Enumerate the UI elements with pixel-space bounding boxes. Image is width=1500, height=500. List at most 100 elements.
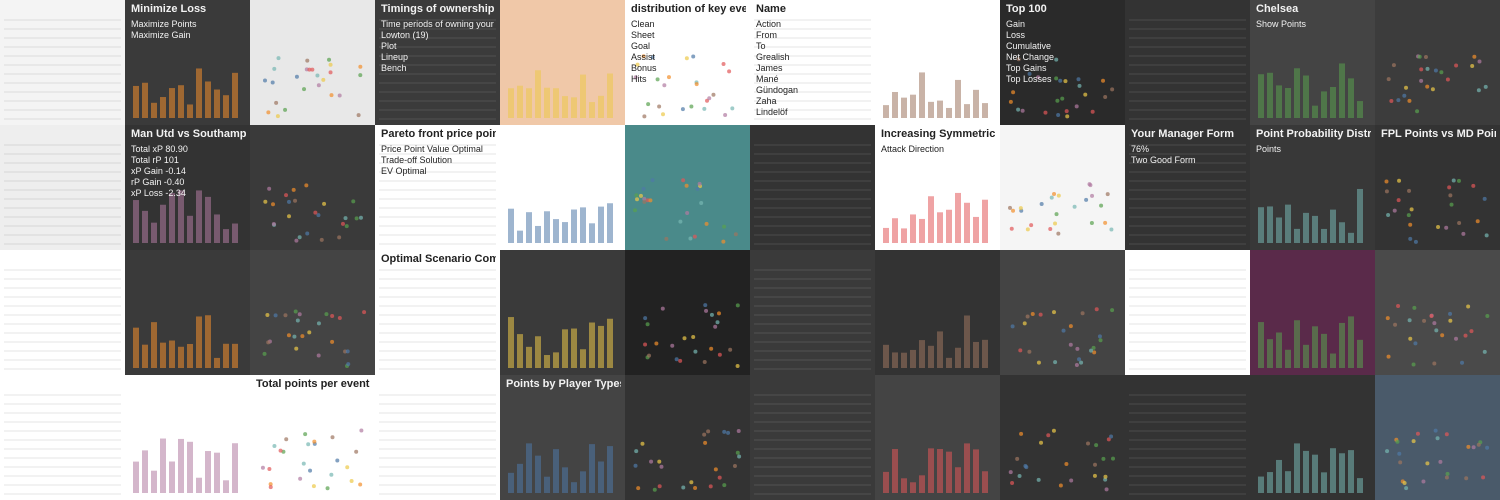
decor-bar xyxy=(142,210,148,243)
decor-bar xyxy=(535,225,541,243)
thumbnail xyxy=(125,375,250,500)
decor-bar xyxy=(1258,322,1264,368)
decor-bar xyxy=(964,315,970,368)
decor-dot xyxy=(643,342,648,347)
decor-bar xyxy=(169,88,175,118)
tile-title: Timings of ownership xyxy=(381,4,495,15)
decor-bar xyxy=(1357,101,1363,118)
decor-dot xyxy=(1056,193,1061,198)
decor-dot xyxy=(268,485,273,490)
decor-bar xyxy=(937,100,943,118)
thumbnail-decor xyxy=(1258,188,1363,243)
decor-dot xyxy=(736,428,741,433)
decor-dot xyxy=(641,186,646,191)
decor-dot xyxy=(684,183,689,188)
decor-dot xyxy=(697,181,702,186)
decor-dot xyxy=(1046,433,1051,438)
thumbnail xyxy=(250,125,375,250)
decor-bar xyxy=(1357,188,1363,243)
decor-bar xyxy=(919,340,925,368)
decor-dot xyxy=(681,178,686,183)
decor-dot xyxy=(1413,341,1418,346)
decor-dot xyxy=(737,454,742,459)
decor-bar xyxy=(964,202,970,243)
decor-bar xyxy=(160,204,166,243)
decor-dot xyxy=(1471,445,1476,450)
thumbnail: Pareto front price point experiment Price… xyxy=(375,125,500,250)
decor-dot xyxy=(646,102,651,107)
decor-dot xyxy=(292,334,297,339)
decor-dot xyxy=(1056,112,1061,117)
decor-dot xyxy=(1444,225,1449,230)
decor-bar xyxy=(1330,448,1336,493)
decor-bar xyxy=(928,345,934,368)
decor-dot xyxy=(1029,223,1034,228)
decor-dot xyxy=(1407,188,1412,193)
thumbnail xyxy=(1250,250,1375,375)
decor-bar xyxy=(607,446,613,493)
thumbnail-decor xyxy=(643,303,740,368)
tile-text: Price Point Value Optimal xyxy=(381,144,483,154)
thumbnail: Minimize Loss Maximize Points Maximize Gai… xyxy=(125,0,250,125)
decor-dot xyxy=(354,449,359,454)
decor-dot xyxy=(1079,360,1084,365)
thumbnail-decor xyxy=(1385,303,1490,367)
decor-dot xyxy=(1049,195,1054,200)
tile-text: Lowton (19) xyxy=(381,30,429,40)
decor-bar xyxy=(526,88,532,118)
decor-dot xyxy=(1413,239,1418,244)
decor-bar xyxy=(1339,453,1345,493)
tile-title: Increasing Symmetric Model xyxy=(881,129,996,140)
decor-bar xyxy=(571,482,577,493)
decor-dot xyxy=(1386,354,1391,359)
decor-bar xyxy=(151,222,157,243)
tile-title: Optimal Scenario Comparison xyxy=(381,254,496,265)
decor-dot xyxy=(723,113,728,118)
decor-bar xyxy=(178,346,184,368)
decor-dot xyxy=(689,480,694,485)
decor-dot xyxy=(1482,349,1487,354)
decor-bar xyxy=(553,219,559,243)
decor-dot xyxy=(1091,345,1096,350)
thumbnail-decor xyxy=(133,68,238,118)
thumbnail xyxy=(125,250,250,375)
decor-dot xyxy=(1077,357,1082,362)
tile-text: Two Good Form xyxy=(1131,155,1196,165)
decor-dot xyxy=(302,87,307,92)
decor-bar xyxy=(553,449,559,493)
decor-dot xyxy=(322,201,327,206)
decor-dot xyxy=(709,312,714,317)
thumbnail-decor xyxy=(1008,57,1115,119)
decor-dot xyxy=(284,193,289,198)
decor-dot xyxy=(1080,311,1085,316)
decor-bar xyxy=(901,97,907,118)
tile-text: Lindelöf xyxy=(756,107,788,117)
decor-dot xyxy=(1436,225,1441,230)
decor-dot xyxy=(315,73,320,78)
decor-bar xyxy=(1312,454,1318,493)
decor-dot xyxy=(722,224,727,229)
decor-bar xyxy=(562,467,568,493)
decor-dot xyxy=(1061,328,1066,333)
decor-dot xyxy=(657,104,662,109)
decor-bar xyxy=(1285,204,1291,243)
decor-bar xyxy=(1330,353,1336,368)
decor-bar xyxy=(1303,344,1309,368)
decor-dot xyxy=(1094,307,1099,312)
thumbnail: FPL Points vs MD Points xyxy=(1375,125,1500,250)
decor-dot xyxy=(303,432,308,437)
decor-bar xyxy=(580,349,586,368)
decor-dot xyxy=(722,483,727,488)
decor-bar xyxy=(883,227,889,243)
decor-bar xyxy=(1294,320,1300,368)
tile-text: James xyxy=(756,63,783,73)
decor-bar xyxy=(919,475,925,493)
thumbnail-decor xyxy=(1129,19,1246,120)
thumbnail xyxy=(0,250,125,375)
decor-bar xyxy=(598,461,604,493)
decor-bar xyxy=(1321,91,1327,118)
decor-bar xyxy=(571,328,577,368)
decor-dot xyxy=(1435,436,1440,441)
decor-bar xyxy=(1303,450,1309,493)
decor-bar xyxy=(1267,472,1273,493)
